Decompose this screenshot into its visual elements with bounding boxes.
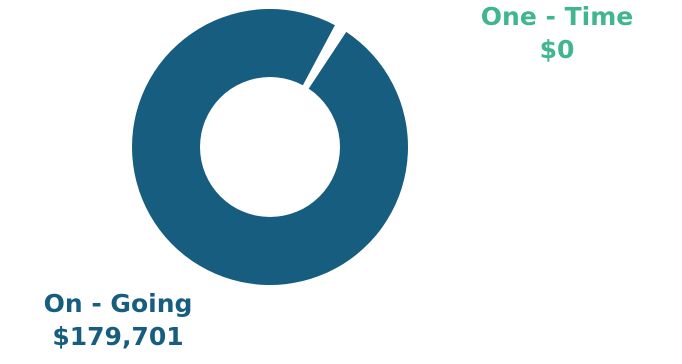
one-time-value: $0 (539, 35, 575, 64)
donut-hole (200, 77, 340, 217)
on-going-value: $179,701 (52, 322, 184, 351)
on-going-label: On - Going $179,701 (18, 287, 218, 353)
one-time-label: One - Time $0 (457, 0, 657, 66)
on-going-name: On - Going (43, 289, 193, 318)
one-time-name: One - Time (480, 2, 634, 31)
